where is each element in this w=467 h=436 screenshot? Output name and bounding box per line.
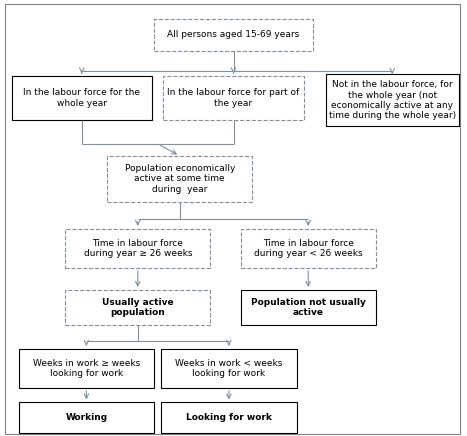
Text: Time in labour force
during year < 26 weeks: Time in labour force during year < 26 we…: [254, 239, 362, 258]
FancyBboxPatch shape: [241, 229, 376, 268]
Text: Weeks in work ≥ weeks
looking for work: Weeks in work ≥ weeks looking for work: [33, 359, 140, 378]
FancyBboxPatch shape: [12, 76, 152, 120]
FancyBboxPatch shape: [163, 76, 304, 120]
Text: Usually active
population: Usually active population: [102, 298, 174, 317]
FancyBboxPatch shape: [65, 290, 210, 325]
Text: Looking for work: Looking for work: [186, 413, 272, 422]
FancyBboxPatch shape: [326, 74, 459, 126]
Text: Weeks in work < weeks
looking for work: Weeks in work < weeks looking for work: [175, 359, 283, 378]
FancyBboxPatch shape: [65, 229, 210, 268]
FancyBboxPatch shape: [107, 156, 252, 201]
Text: In the labour force for part of
the year: In the labour force for part of the year: [167, 89, 300, 108]
Text: Not in the labour force, for
the whole year (not
economically active at any
time: Not in the labour force, for the whole y…: [329, 80, 456, 120]
FancyBboxPatch shape: [161, 349, 297, 388]
FancyBboxPatch shape: [19, 349, 154, 388]
Text: In the labour force for the
whole year: In the labour force for the whole year: [23, 89, 140, 108]
Text: Working: Working: [65, 413, 107, 422]
FancyBboxPatch shape: [5, 4, 460, 434]
FancyBboxPatch shape: [161, 402, 297, 433]
FancyBboxPatch shape: [241, 290, 376, 325]
FancyBboxPatch shape: [154, 18, 313, 51]
Text: Time in labour force
during year ≥ 26 weeks: Time in labour force during year ≥ 26 we…: [84, 239, 192, 258]
Text: Population economically
active at some time
during  year: Population economically active at some t…: [125, 164, 235, 194]
Text: Population not usually
active: Population not usually active: [251, 298, 366, 317]
FancyBboxPatch shape: [19, 402, 154, 433]
Text: All persons aged 15-69 years: All persons aged 15-69 years: [167, 31, 300, 39]
